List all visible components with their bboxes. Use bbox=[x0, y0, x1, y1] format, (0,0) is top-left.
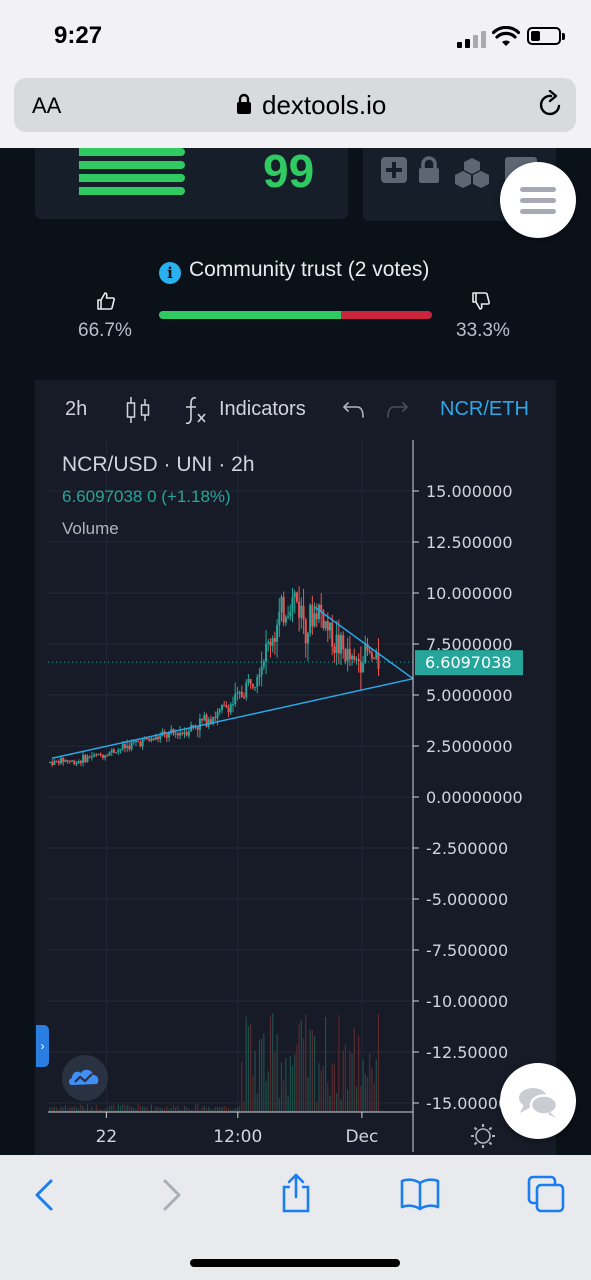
plus-square-icon bbox=[381, 157, 407, 183]
trust-positive-fill bbox=[159, 311, 342, 319]
info-icon: i bbox=[159, 262, 181, 284]
upvote-percentage: 66.7% bbox=[78, 320, 132, 341]
text-size-button[interactable]: AA bbox=[32, 93, 62, 118]
menu-button[interactable] bbox=[500, 162, 576, 238]
share-icon[interactable] bbox=[281, 1173, 311, 1213]
score-bars-icon bbox=[79, 148, 185, 200]
bookmarks-icon[interactable] bbox=[400, 1177, 440, 1211]
address-bar[interactable]: AA dextools.io bbox=[14, 78, 576, 132]
dext-score-value: 99 bbox=[263, 145, 315, 197]
indicators-button[interactable]: Indicators bbox=[219, 398, 306, 420]
pair-switch-button[interactable]: NCR/ETH bbox=[440, 398, 529, 420]
function-icon[interactable] bbox=[183, 394, 209, 426]
battery-icon bbox=[527, 27, 565, 45]
tabs-icon[interactable] bbox=[527, 1175, 565, 1213]
thumbs-down-icon[interactable] bbox=[471, 291, 491, 311]
reload-icon[interactable] bbox=[538, 90, 564, 118]
status-bar: 9:27 bbox=[0, 0, 591, 78]
thumbs-up-icon[interactable] bbox=[96, 291, 116, 311]
chart-price-readout: 6.6097038 0 (+1.18%) bbox=[62, 487, 231, 506]
community-trust-label: Community trust (2 votes) bbox=[189, 258, 430, 281]
interval-button[interactable]: 2h bbox=[65, 398, 88, 420]
home-indicator bbox=[190, 1259, 400, 1267]
side-panel-toggle[interactable]: › bbox=[36, 1025, 49, 1067]
cubes-icon bbox=[455, 158, 489, 188]
chat-button[interactable] bbox=[500, 1063, 576, 1139]
back-icon[interactable] bbox=[32, 1177, 56, 1213]
lock-icon bbox=[237, 93, 251, 114]
volume-label: Volume bbox=[62, 519, 119, 538]
tradingview-logo[interactable] bbox=[62, 1055, 108, 1101]
trust-ratio-bar bbox=[159, 311, 432, 319]
chart-toolbar: 2h Indicators NCR/ETH bbox=[35, 380, 556, 438]
chart-symbol: NCR/USD · UNI · 2h bbox=[62, 453, 255, 476]
forward-icon[interactable] bbox=[160, 1177, 184, 1213]
status-time: 9:27 bbox=[54, 22, 103, 49]
dext-score-card: 99 bbox=[35, 145, 348, 219]
url-domain[interactable]: dextools.io bbox=[262, 90, 387, 120]
wifi-icon bbox=[492, 26, 520, 46]
price-chart-panel: 2h Indicators NCR/ETH bbox=[35, 380, 556, 1155]
redo-icon[interactable] bbox=[385, 400, 409, 420]
chat-bubbles-icon bbox=[519, 1088, 559, 1118]
downvote-percentage: 33.3% bbox=[456, 320, 510, 341]
lock-badge-icon bbox=[419, 156, 439, 183]
community-trust-title: i Community trust (2 votes) bbox=[159, 258, 429, 284]
tradingview-cloud-icon bbox=[69, 1069, 99, 1085]
chart-legend: NCR/USD · UNI · 2h 6.6097038 0 (+1.18%) … bbox=[62, 453, 255, 539]
candles-icon[interactable] bbox=[125, 395, 151, 425]
undo-icon[interactable] bbox=[342, 400, 366, 420]
cellular-signal-icon bbox=[457, 30, 487, 48]
